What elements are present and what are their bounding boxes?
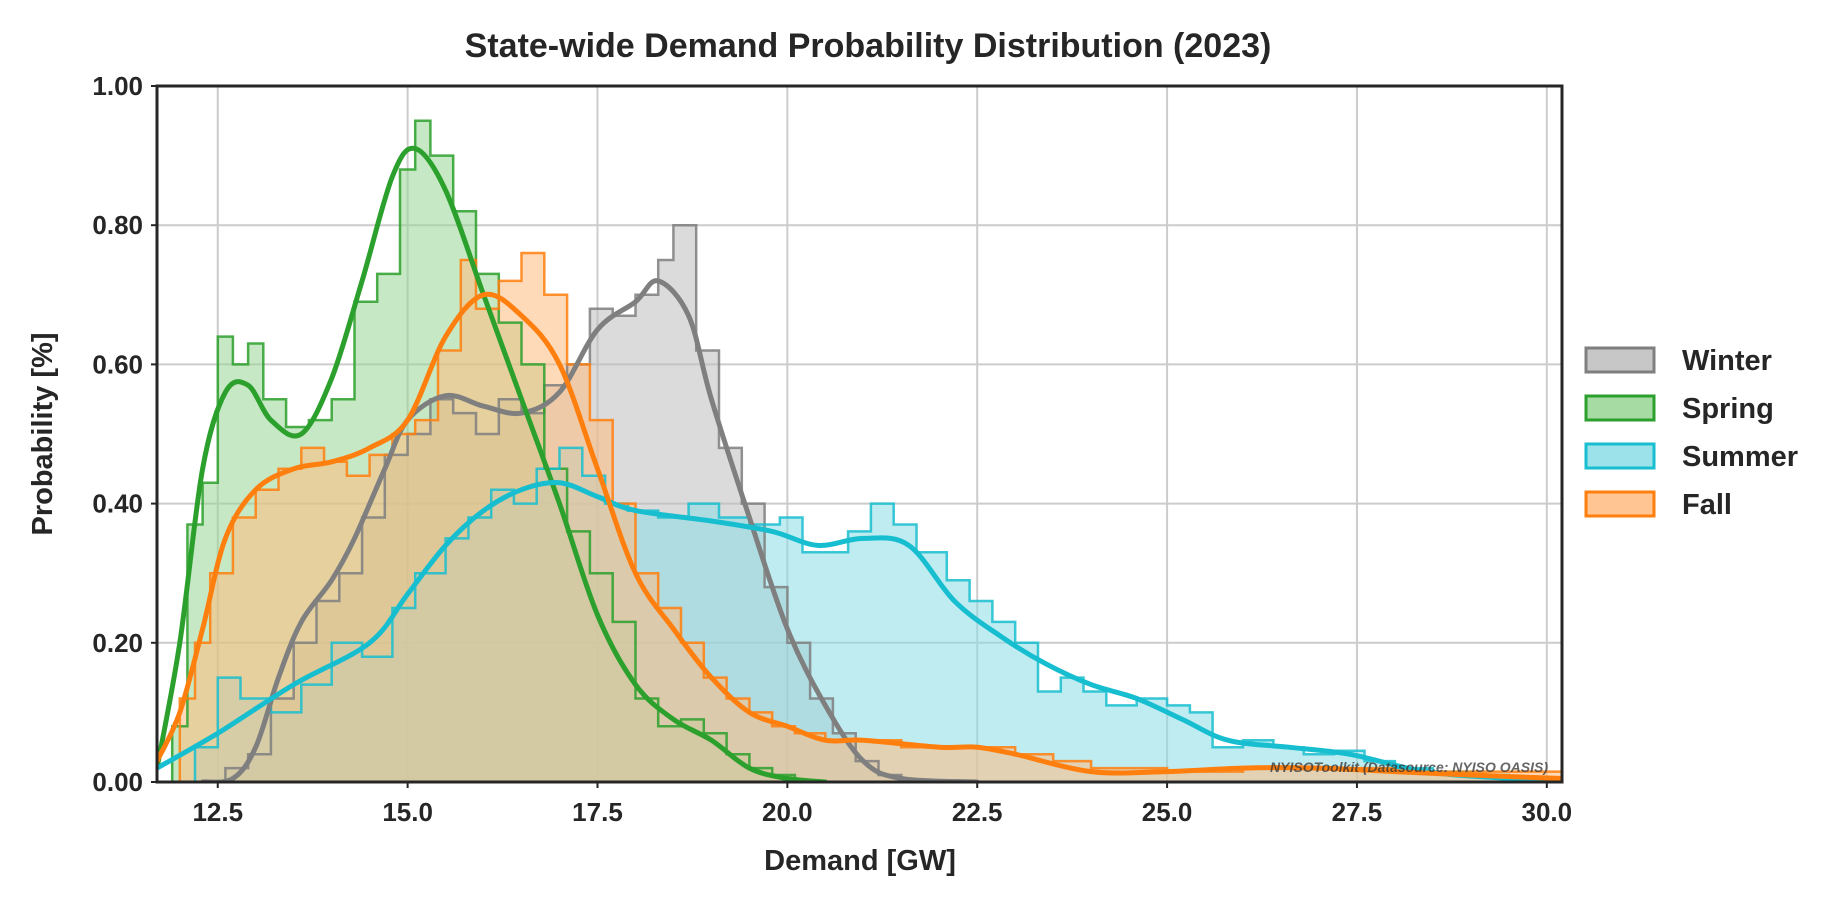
chart-title: State-wide Demand Probability Distributi… — [465, 27, 1272, 65]
x-tick-label: 15.0 — [382, 797, 433, 827]
y-tick-label: 0.20 — [92, 628, 143, 658]
winter-legend-swatch — [1584, 346, 1656, 374]
y-tick-label: 0.40 — [92, 489, 143, 519]
summer-legend-swatch — [1584, 442, 1656, 470]
y-tick-label: 0.80 — [92, 210, 143, 240]
summer-kde-line — [157, 479, 1562, 782]
fall-legend-swatch — [1584, 490, 1656, 518]
winter-legend-label: Winter — [1682, 345, 1772, 377]
winter-kde-line — [200, 278, 980, 782]
spring-legend-swatch — [1584, 394, 1656, 422]
fall-legend-label: Fall — [1682, 489, 1732, 521]
spring-legend-label: Spring — [1682, 393, 1774, 425]
source-annotation: NYISOToolkit (Datasource: NYISO OASIS) — [1270, 759, 1548, 775]
spring-kde-line — [157, 145, 828, 782]
x-tick-label: 12.5 — [192, 797, 243, 827]
legend: Winter Spring Summer Fall — [1584, 345, 1798, 521]
fall-kde-line — [157, 291, 1562, 781]
x-tick-label: 25.0 — [1142, 797, 1193, 827]
x-axis-label: Demand [GW] — [764, 845, 956, 877]
y-tick-label: 1.00 — [92, 71, 143, 101]
plot-frame — [155, 84, 1564, 784]
y-tick-labels: 0.00 0.20 0.40 0.60 0.80 1.00 — [92, 71, 157, 797]
x-tick-label: 27.5 — [1332, 797, 1383, 827]
x-tick-label: 22.5 — [952, 797, 1003, 827]
kde-curves — [157, 145, 1562, 782]
y-tick-label: 0.60 — [92, 349, 143, 379]
x-tick-label: 30.0 — [1522, 797, 1573, 827]
y-axis-label: Probability [%] — [27, 332, 59, 535]
fall-histogram-fill — [157, 253, 1562, 782]
y-tick-label: 0.00 — [92, 767, 143, 797]
x-tick-labels: 12.5 15.0 17.5 20.0 22.5 25.0 27.5 30.0 — [192, 782, 1572, 827]
x-tick-label: 20.0 — [762, 797, 813, 827]
summer-legend-label: Summer — [1682, 441, 1798, 473]
x-tick-label: 17.5 — [572, 797, 623, 827]
